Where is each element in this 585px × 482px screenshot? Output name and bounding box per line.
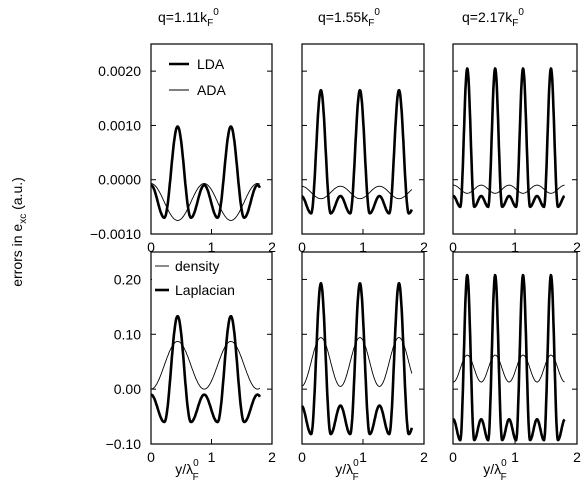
series-line-ada (301, 185, 413, 200)
legend-label-lda: LDA (197, 56, 225, 72)
series-line-laplacian (300, 282, 414, 436)
svg-text:q=1.55kF0: q=1.55kF0 (318, 7, 380, 29)
panel-r2-c1: 0 1 2 0.20 0.10 0.00 −0.10 density Laplacian (106, 251, 276, 465)
panel-r1-c1: 0 1 2 0.0020 0.0010 0.0000 −0.0010 LDA ADA (90, 43, 276, 255)
x-tick-label: 1 (511, 449, 519, 465)
legend-label-laplacian: Laplacian (175, 282, 235, 298)
legend-label-ada: ADA (197, 82, 226, 98)
series-line-density (150, 340, 261, 390)
x-tick-label: 1 (208, 239, 216, 255)
x-tick-label: 0 (147, 239, 155, 255)
panel-r1-c2: 0 1 2 (298, 43, 428, 255)
x-tick-label: 2 (268, 449, 276, 465)
y-tick-label: 0.20 (114, 271, 141, 287)
x-tick-label: 2 (420, 239, 428, 255)
svg-text:y/λ0F: y/λ0 F (483, 458, 507, 482)
svg-text:q=1.11kF0: q=1.11kF0 (158, 7, 219, 29)
svg-text:y/λ0F: y/λ0 F (335, 458, 359, 482)
x-axis-label-3: y/λ0 F (483, 458, 507, 482)
column-title-3: q=2.17kF0 (462, 7, 524, 29)
series-line-lda (150, 125, 262, 219)
x-tick-label: 0 (449, 449, 457, 465)
x-axis-label-2: y/λ0 F (335, 458, 359, 482)
y-tick-label: 0.00 (114, 381, 141, 397)
x-tick-label: 2 (268, 239, 276, 255)
series-line-lda (452, 67, 566, 209)
x-tick-label: 2 (573, 449, 581, 465)
y-tick-label: 0.0020 (98, 63, 141, 79)
x-tick-label: 0 (298, 449, 306, 465)
legend-background (152, 253, 256, 301)
legend-label-density: density (175, 258, 219, 274)
x-tick-label: 1 (511, 239, 519, 255)
x-axis-label-1: y/λ0 F (175, 458, 199, 482)
series-line-ada (452, 184, 565, 194)
svg-text:y/λ0F: y/λ0 F (175, 458, 199, 482)
panel-r1-c3: 0 1 2 (449, 43, 581, 255)
series-line-laplacian (452, 273, 566, 442)
y-axis-label: errors in exc (a.u.) (9, 177, 29, 287)
x-tick-label: 0 (449, 239, 457, 255)
x-tick-label: 0 (298, 239, 306, 255)
x-tick-label: 1 (208, 449, 216, 465)
series-line-laplacian (150, 314, 262, 424)
y-tick-label: −0.10 (106, 436, 142, 452)
series-line-ada (150, 183, 261, 221)
x-tick-label: 1 (359, 449, 367, 465)
svg-text:errors in exc (a.u.): errors in exc (a.u.) (9, 177, 29, 287)
svg-text:q=2.17kF0: q=2.17kF0 (462, 7, 524, 29)
y-tick-label: 0.10 (114, 326, 141, 342)
panel-r2-c3: 0 1 2 (449, 251, 581, 465)
series-line-lda (301, 88, 413, 215)
y-tick-label: 0.0010 (98, 117, 141, 133)
x-tick-label: 2 (573, 239, 581, 255)
panel-r2-c2: 0 1 2 (298, 251, 428, 465)
column-title-2: q=1.55kF0 (318, 7, 380, 29)
x-tick-label: 2 (420, 449, 428, 465)
column-title-1: q=1.11kF0 (158, 7, 219, 29)
y-tick-label: −0.0010 (90, 226, 141, 242)
x-tick-label: 1 (359, 239, 367, 255)
series-line-density (452, 354, 565, 383)
series-line-density (301, 337, 413, 387)
x-tick-label: 0 (147, 449, 155, 465)
y-tick-label: 0.0000 (98, 172, 141, 188)
